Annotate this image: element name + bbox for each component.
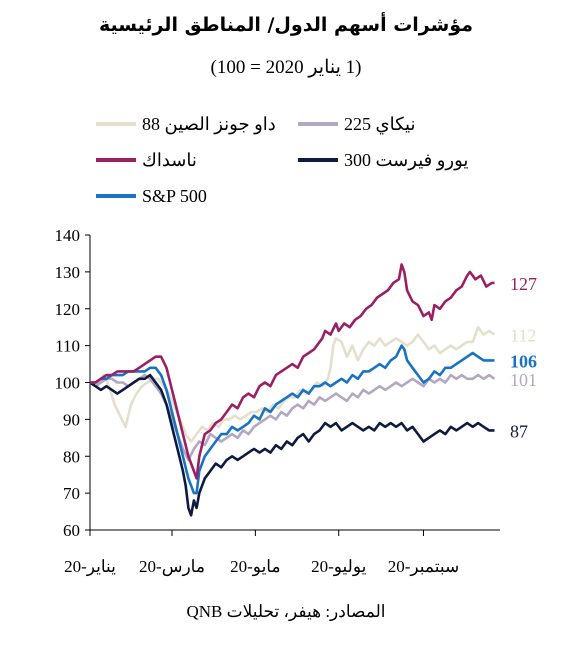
chart-end-labels: 112 101 127 87 106 (510, 274, 537, 442)
end-label-4: 106 (510, 351, 537, 371)
series-line-3 (89, 373, 495, 517)
x-tick-label: سبتمبر-20 (388, 557, 460, 577)
legend-item-nasdaq: ناسداك (96, 148, 197, 172)
y-tick-label: 100 (55, 374, 81, 393)
chart-title: مؤشرات أسهم الدول/ المناطق الرئيسية (98, 14, 473, 36)
y-tick-label: 110 (55, 337, 80, 356)
legend-item-eurofirst: يورو فيرست 300 (298, 148, 468, 172)
chart-lines (89, 263, 496, 517)
legend-label-nasdaq: ناسداك (142, 149, 197, 170)
legend-swatch-dow-jones-china (96, 122, 136, 126)
x-tick-label: مايو-20 (230, 557, 280, 577)
y-tick-label: 60 (63, 521, 80, 540)
x-tick-label: مارس-20 (139, 557, 205, 577)
series-line-0 (90, 325, 496, 443)
chart-subtitle: (1 يناير 2020 = 100) (210, 57, 362, 78)
series-line-4 (90, 344, 495, 495)
y-tick-label: 70 (63, 484, 80, 503)
legend-label-dow-jones-china: داو جونز الصين 88 (142, 113, 276, 134)
end-label-0: 112 (510, 326, 536, 346)
legend-label-sp500: S&P 500 (142, 185, 207, 206)
legend-swatch-nasdaq (96, 158, 136, 162)
end-label-1: 101 (510, 370, 537, 390)
x-tick-label: يوليو-20 (311, 557, 367, 577)
legend-label-eurofirst: يورو فيرست 300 (344, 149, 469, 170)
legend-swatch-eurofirst (298, 158, 338, 162)
legend-swatch-nikkei (298, 122, 338, 126)
legend-item-sp500: S&P 500 (96, 184, 207, 208)
legend-item-dow-jones-china: داو جونز الصين 88 (96, 112, 276, 136)
x-tick-label: يناير-20 (64, 557, 116, 577)
chart-axes: 60 70 80 90 100 110 120 130 140 يناير-20 مارس-20 ما… (55, 226, 500, 577)
chart-source: المصادر: هيفر، تحليلات QNB (186, 602, 386, 621)
y-tick-label: 120 (55, 300, 81, 319)
series-line-1 (89, 373, 496, 462)
legend-item-nikkei: نيكاي 225 (298, 112, 415, 136)
legend-swatch-sp500 (96, 194, 136, 198)
end-label-2: 127 (510, 274, 537, 294)
end-label-3: 87 (510, 421, 528, 441)
y-tick-label: 130 (55, 263, 81, 282)
legend-label-nikkei: نيكاي 225 (344, 113, 416, 134)
y-tick-label: 90 (63, 410, 80, 429)
y-tick-label: 140 (55, 226, 81, 245)
series-line-2 (90, 263, 495, 480)
y-tick-label: 80 (63, 447, 80, 466)
